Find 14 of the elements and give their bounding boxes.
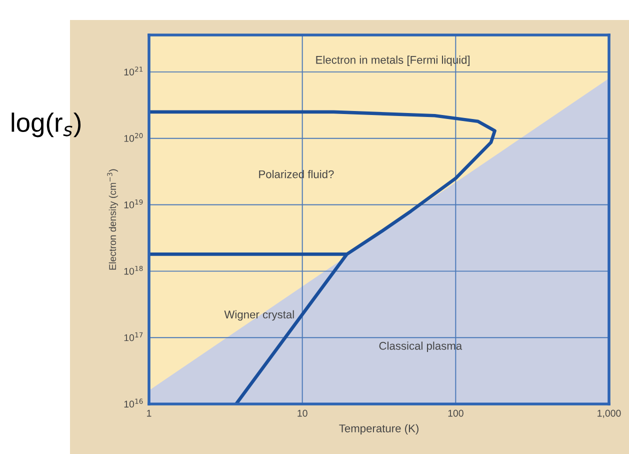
y-tick-label: 10$^{16}$	[124, 398, 143, 408]
text: log(r$_{s}$)	[12, 112, 81, 138]
x-tick-label: 1,000	[598, 410, 621, 418]
y-tick-label: 10$^{19}$	[124, 199, 143, 208]
y-tick-label: 10$^{17}$	[124, 332, 143, 342]
x-tick-label: 10	[298, 410, 308, 417]
x-axis-title: Temperature (K)	[339, 424, 418, 435]
y-axis-title: Electron density (cm$^{−3}$)	[107, 169, 118, 270]
x-tick-label: 1	[147, 410, 152, 417]
x-tick-label: 100	[448, 410, 464, 417]
y-tick-label: 10$^{18}$	[124, 266, 143, 275]
annotation: Wigner crystal	[224, 310, 294, 321]
y-tick-label: 10$^{21}$	[124, 66, 143, 76]
y-tick-label: 10$^{20}$	[124, 133, 143, 142]
